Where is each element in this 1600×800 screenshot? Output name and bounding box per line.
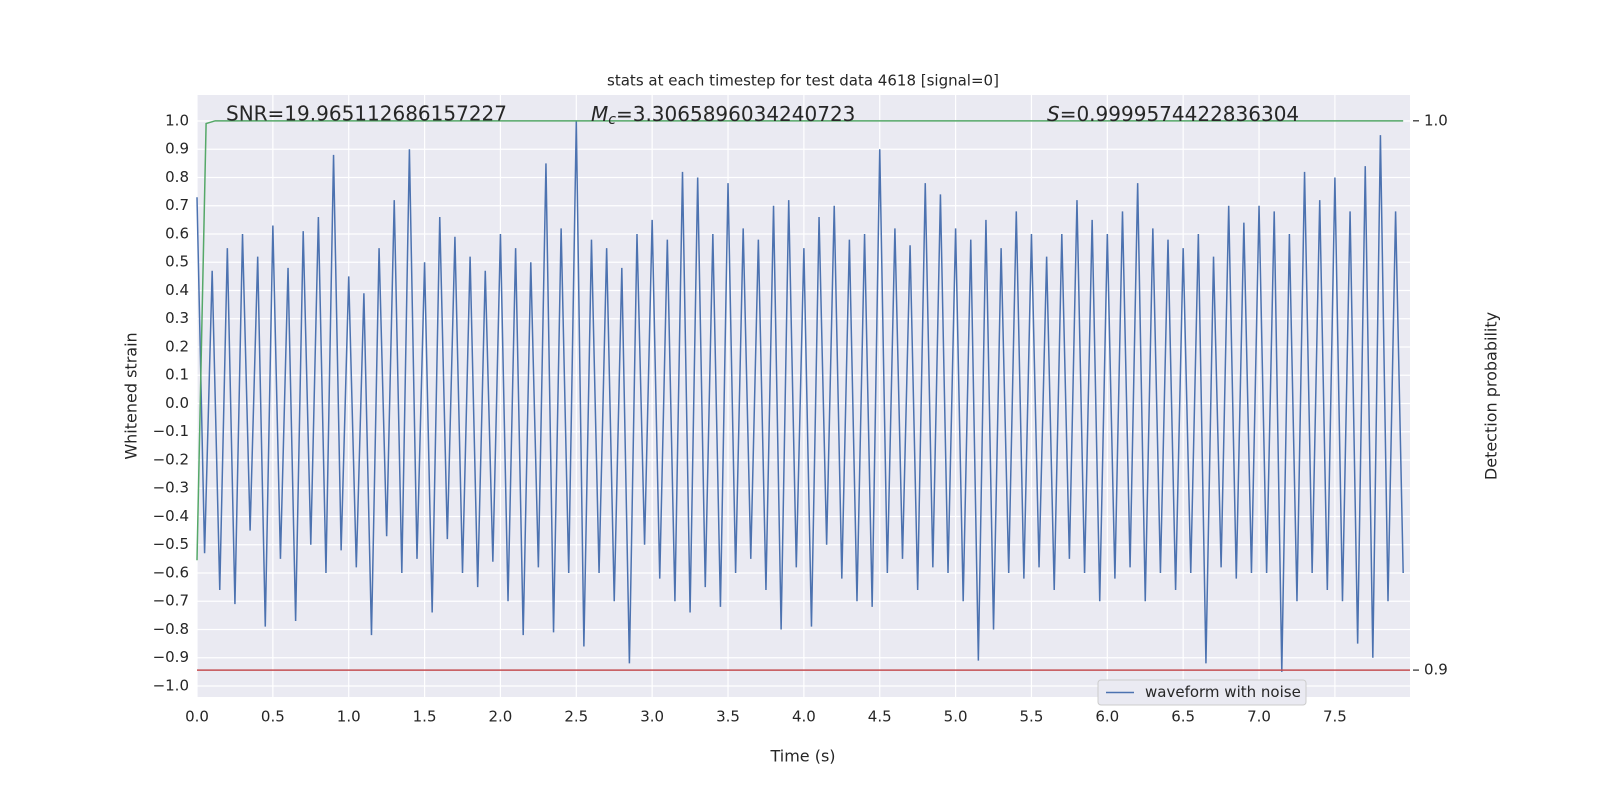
x-tick-label: 3.5 (716, 708, 740, 726)
x-tick-label: 6.0 (1095, 708, 1119, 726)
y-tick-label: 0.5 (165, 253, 189, 271)
x-tick-label: 2.5 (564, 708, 588, 726)
x-tick-label: 0.0 (185, 708, 209, 726)
y-axis-label: Whitened strain (122, 332, 141, 459)
x-tick-label: 1.5 (413, 708, 437, 726)
x-tick-label: 0.5 (261, 708, 285, 726)
annotation-subscript: c (608, 112, 616, 128)
annotation-text: =0.9999574422836304 (1060, 102, 1299, 126)
y-tick-label: 1.0 (165, 111, 189, 129)
x-tick-label: 7.0 (1247, 708, 1271, 726)
legend: waveform with noise (1097, 679, 1307, 706)
y-tick-label: −0.5 (153, 535, 189, 553)
annotation: SNR=19.965112686157227 (226, 102, 507, 126)
y-tick-label: 0.7 (165, 196, 189, 214)
x-tick-label: 6.5 (1171, 708, 1195, 726)
y-tick-label: 0.9 (165, 140, 189, 158)
y-tick-label: 0.3 (165, 309, 189, 327)
x-tick-label: 5.0 (944, 708, 968, 726)
annotation-symbol: S (1047, 102, 1060, 126)
x-tick-label: 4.0 (792, 708, 816, 726)
y2-axis-label: Detection probability (1482, 312, 1501, 480)
y-tick-label: −0.4 (153, 507, 189, 525)
y-tick-label: −0.3 (153, 479, 189, 497)
y-tick-label: 0.8 (165, 168, 189, 186)
x-tick-label: 5.5 (1020, 708, 1044, 726)
x-tick-label: 4.5 (868, 708, 892, 726)
waveform-line (196, 120, 1404, 672)
legend-box (1097, 679, 1307, 706)
y2-tick-label: 1.0 (1424, 111, 1448, 129)
annotation-symbol: M (591, 102, 608, 126)
y-tick-label: 0.4 (165, 281, 189, 299)
x-tick-label: 3.0 (640, 708, 664, 726)
x-tick-label: 1.0 (337, 708, 361, 726)
annotation: Mc=3.3065896034240723 (591, 102, 855, 129)
annotation: S=0.9999574422836304 (1047, 102, 1299, 126)
y-tick-label: 0.1 (165, 366, 189, 384)
marks (196, 120, 1410, 672)
y-tick-label: −0.1 (153, 422, 189, 440)
y-tick-label: −0.6 (153, 563, 189, 581)
probability-line (196, 120, 1404, 561)
y-tick-label: −0.7 (153, 592, 189, 610)
y-tick-label: −0.8 (153, 620, 189, 638)
chart-title: stats at each timestep for test data 461… (607, 72, 999, 90)
y-tick-label: 0.0 (165, 394, 189, 412)
y-tick-label: 0.2 (165, 337, 189, 355)
annotation-text: =3.3065896034240723 (616, 102, 855, 126)
y-tick-label: −0.2 (153, 450, 189, 468)
legend-label: waveform with noise (1145, 683, 1301, 701)
x-tick-label: 2.0 (489, 708, 513, 726)
x-axis-label: Time (s) (769, 747, 835, 766)
y-tick-label: −1.0 (153, 676, 189, 694)
y-tick-label: −0.9 (153, 648, 189, 666)
y-tick-label: 0.6 (165, 224, 189, 242)
y2-tick-label: 0.9 (1424, 661, 1448, 679)
x-tick-label: 7.5 (1323, 708, 1347, 726)
